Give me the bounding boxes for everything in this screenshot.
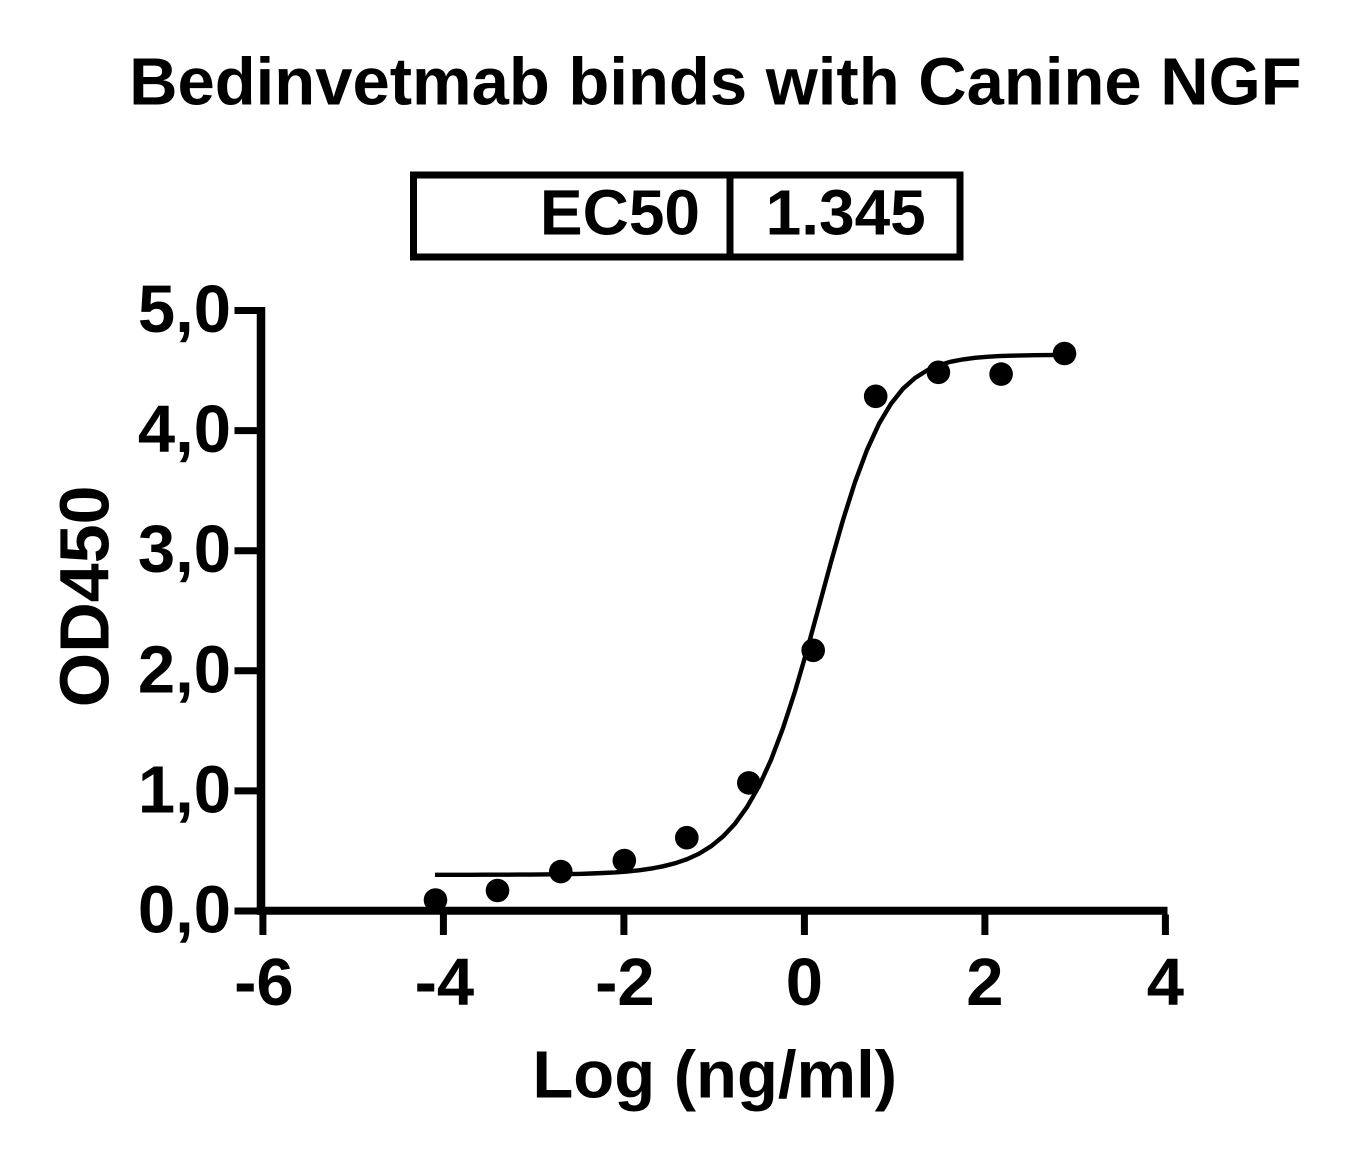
svg-text:OD450: OD450 [46,485,124,707]
svg-text:-2: -2 [595,945,655,1020]
svg-text:-4: -4 [415,945,475,1020]
svg-text:0,0: 0,0 [138,873,231,948]
svg-text:4: 4 [1147,945,1184,1020]
svg-text:-6: -6 [234,945,294,1020]
svg-text:Log (ng/ml): Log (ng/ml) [532,1038,897,1113]
svg-text:3,0: 3,0 [138,512,231,587]
svg-text:1,0: 1,0 [138,752,231,827]
svg-text:0: 0 [786,945,823,1020]
svg-text:1.345: 1.345 [766,177,926,249]
svg-text:Bedinvetmab binds with Canine: Bedinvetmab binds with Canine NGF [129,45,1302,120]
svg-text:2,0: 2,0 [138,632,231,707]
svg-text:2: 2 [966,945,1003,1020]
svg-text:4,0: 4,0 [138,392,231,467]
svg-text:5,0: 5,0 [138,272,231,347]
svg-text:EC50: EC50 [540,177,700,249]
